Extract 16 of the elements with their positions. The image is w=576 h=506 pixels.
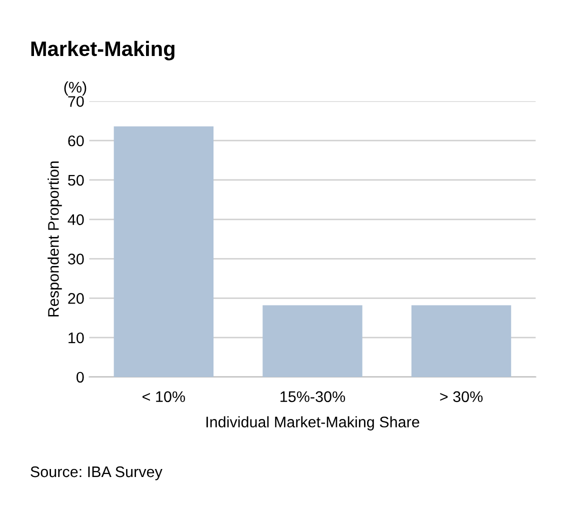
y-tick-label: 0: [76, 372, 84, 383]
text: (%): [64, 81, 86, 96]
y-tick-label: 20: [68, 293, 84, 304]
x-tick-label: < 10%: [142, 391, 186, 402]
y-axis-title: Respondent Proportion: [48, 162, 62, 316]
chart-title: Market-Making: [31, 40, 174, 60]
x-axis-title: Individual Market-Making Share: [206, 416, 420, 430]
y-tick-label: 40: [68, 214, 84, 226]
y-tick-label: 70: [68, 96, 84, 107]
source-note: Source: IBA Survey: [30, 466, 162, 480]
y-tick-label: 60: [68, 135, 84, 146]
y-tick-label: 10: [68, 332, 84, 344]
x-tick-label: 15%-30%: [280, 391, 346, 402]
y-tick-label: 50: [68, 174, 84, 186]
y-tick-label: 30: [68, 254, 84, 264]
x-tick-label: > 30%: [440, 391, 483, 402]
